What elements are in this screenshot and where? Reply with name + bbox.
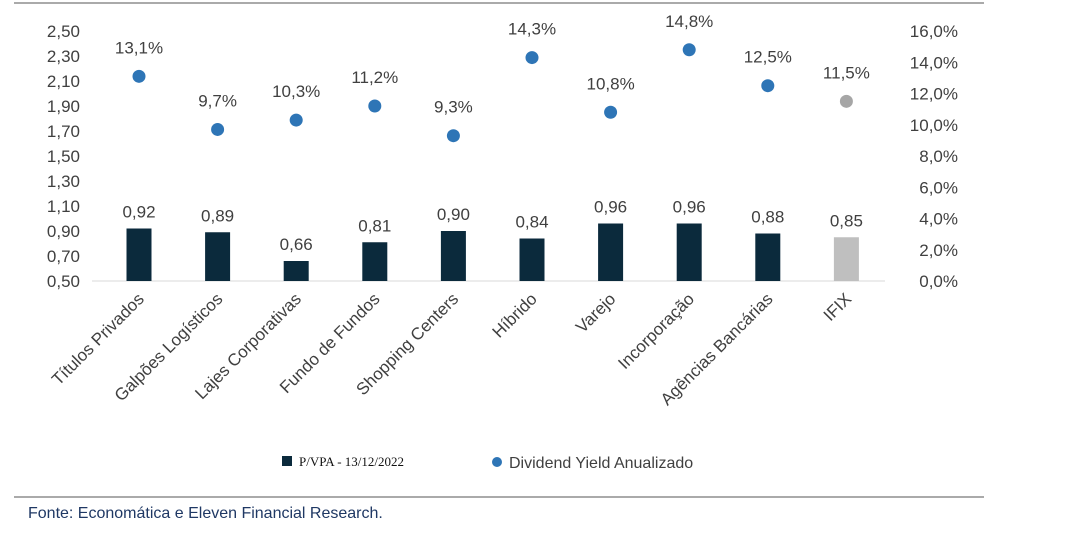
left-tick-label: 0,50: [47, 272, 80, 291]
category-label: Varejo: [572, 289, 619, 336]
left-tick-label: 1,30: [47, 172, 80, 191]
bar: [755, 233, 781, 281]
left-axis-ticks: 0,50 0,70 0,90 1,10 1,30 1,50 1,70 1,90 2,10 2,30…: [47, 22, 80, 291]
dot: [525, 51, 539, 65]
right-tick-label: 12,0%: [910, 85, 958, 104]
right-tick-label: 0,0%: [919, 272, 958, 291]
right-tick-label: 8,0%: [919, 147, 958, 166]
right-tick-label: 4,0%: [919, 210, 958, 229]
bar: [283, 261, 309, 281]
right-tick-label: 2,0%: [919, 241, 958, 260]
dot: [368, 99, 382, 113]
dot-value-label: 10,3%: [272, 82, 320, 101]
dot-value-label: 9,3%: [434, 98, 473, 117]
bar: [519, 238, 545, 281]
left-tick-label: 0,90: [47, 222, 80, 241]
dot-value-label: 10,8%: [586, 74, 634, 93]
left-tick-label: 0,70: [47, 247, 80, 266]
legend-dot-swatch: [492, 457, 502, 467]
bar: [362, 242, 388, 281]
right-tick-label: 6,0%: [919, 178, 958, 197]
bar-labels: 0,92 0,89 0,66 0,81 0,90 0,84 0,96 0,96 0,88 0,85: [122, 198, 862, 255]
dot: [289, 113, 303, 127]
dot: [446, 129, 460, 143]
left-tick-label: 1,50: [47, 147, 80, 166]
dot-value-label: 11,2%: [351, 68, 398, 87]
dot: [761, 79, 775, 93]
bar: [126, 228, 152, 281]
left-tick-label: 1,90: [47, 97, 80, 116]
dot-value-label: 14,3%: [508, 20, 556, 39]
bar-value-label: 0,88: [751, 208, 784, 227]
dot-labels: 13,1% 9,7% 10,3% 11,2% 9,3% 14,3% 10,8% 14,8% 12…: [115, 12, 870, 117]
right-tick-label: 14,0%: [910, 53, 958, 72]
dot: [132, 69, 146, 83]
dot: [604, 105, 618, 119]
legend-bar-label: P/VPA - 13/12/2022: [299, 454, 404, 469]
dot-value-label: 13,1%: [115, 38, 163, 57]
bar-value-label: 0,66: [280, 235, 313, 254]
source-note: Fonte: Economática e Eleven Financial Re…: [28, 505, 383, 522]
dot-value-label: 12,5%: [744, 48, 792, 67]
legend-dot-label: Dividend Yield Anualizado: [509, 455, 693, 472]
dot: [682, 43, 696, 57]
bar-value-label: 0,90: [437, 205, 470, 224]
dot-value-label: 14,8%: [665, 12, 713, 31]
bar-value-label: 0,96: [594, 198, 627, 217]
bar-value-label: 0,92: [122, 203, 155, 222]
legend: P/VPA - 13/12/2022 Dividend Yield Anuali…: [282, 454, 693, 472]
right-tick-label: 16,0%: [910, 22, 958, 41]
left-tick-label: 2,50: [47, 22, 80, 41]
right-axis-ticks: 0,0% 2,0% 4,0% 6,0% 8,0% 10,0% 12,0% 14,0% 16,0%: [910, 22, 958, 291]
category-label: IFIX: [820, 289, 855, 324]
bar-value-label: 0,81: [358, 216, 391, 235]
category-label: Incorporação: [614, 289, 698, 373]
dot: [211, 122, 225, 136]
bar: [598, 223, 624, 281]
left-tick-label: 1,10: [47, 197, 80, 216]
dot-value-label: 11,5%: [823, 63, 870, 82]
category-label: Híbrido: [489, 289, 541, 341]
right-tick-label: 10,0%: [910, 116, 958, 135]
dot: [839, 94, 853, 108]
left-tick-label: 2,30: [47, 47, 80, 66]
bar: [833, 237, 859, 281]
legend-bar-swatch: [282, 456, 292, 466]
dot-value-label: 9,7%: [198, 91, 237, 110]
left-tick-label: 1,70: [47, 122, 80, 141]
left-tick-label: 2,10: [47, 72, 80, 91]
bar-value-label: 0,84: [515, 213, 548, 232]
bar: [205, 232, 231, 281]
bar: [676, 223, 702, 281]
bars: [126, 223, 859, 281]
bar-value-label: 0,89: [201, 206, 234, 225]
bar: [440, 231, 466, 281]
bar-value-label: 0,85: [830, 211, 863, 230]
bar-value-label: 0,96: [673, 198, 706, 217]
dots: [132, 43, 853, 143]
